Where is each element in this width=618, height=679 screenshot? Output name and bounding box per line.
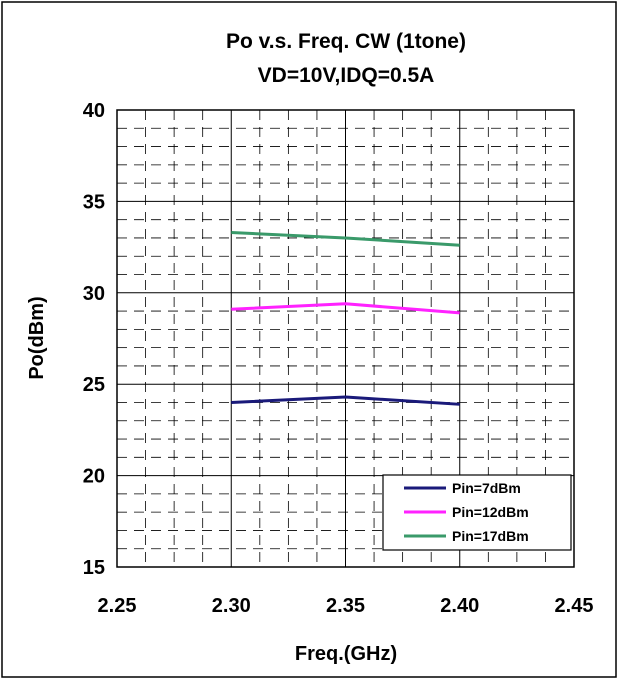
x-tick-label: 2.30 bbox=[212, 595, 251, 617]
y-tick-label: 25 bbox=[83, 374, 105, 396]
chart-subtitle: VD=10V,IDQ=0.5A bbox=[258, 64, 435, 87]
series-layer bbox=[231, 230, 460, 406]
x-tick-label: 2.40 bbox=[440, 595, 479, 617]
y-tick-label: 35 bbox=[83, 191, 105, 213]
plot-area bbox=[116, 109, 575, 568]
series-line-pin-17dbm bbox=[231, 230, 460, 247]
series-line-pin-12dbm bbox=[231, 302, 460, 315]
x-tick-label: 2.35 bbox=[326, 595, 365, 617]
legend-label-pin7: Pin=7dBm bbox=[452, 480, 521, 496]
y-tick-label: 30 bbox=[83, 283, 105, 305]
grid-layer bbox=[117, 110, 574, 567]
tick-layer: 2.25 2.30 2.35 2.40 2.45 15 20 25 30 35 40 bbox=[83, 100, 594, 617]
x-axis-label: Freq.(GHz) bbox=[295, 643, 397, 665]
chart-title: Po v.s. Freq. CW (1tone) bbox=[226, 30, 466, 53]
legend: Pin=7dBm Pin=12dBm Pin=17dBm bbox=[382, 474, 572, 551]
y-tick-label: 20 bbox=[83, 466, 105, 488]
x-tick-label: 2.45 bbox=[555, 595, 594, 617]
y-tick-label: 15 bbox=[83, 557, 105, 579]
x-tick-label: 2.25 bbox=[98, 595, 137, 617]
y-axis-label: Po(dBm) bbox=[26, 296, 48, 379]
legend-label-pin12: Pin=12dBm bbox=[452, 504, 529, 520]
series-line-pin-7dbm bbox=[231, 395, 460, 406]
legend-label-pin17: Pin=17dBm bbox=[452, 528, 529, 544]
y-tick-label: 40 bbox=[83, 100, 105, 122]
